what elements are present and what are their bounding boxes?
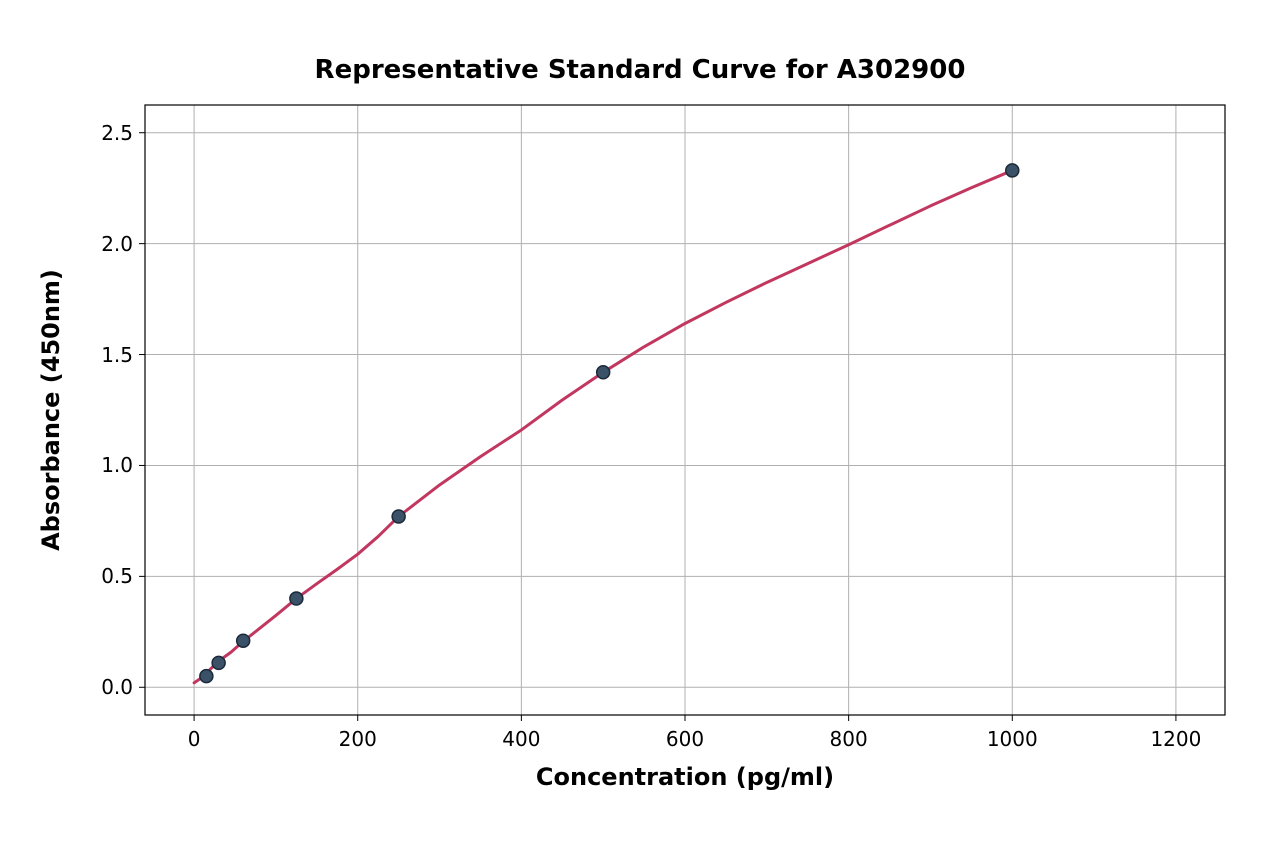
figure: Representative Standard Curve for A30290…	[0, 0, 1280, 845]
data-point	[237, 634, 250, 647]
y-axis-label: Absorbance (450nm)	[37, 105, 65, 715]
data-point	[200, 670, 213, 683]
data-point	[1006, 164, 1019, 177]
ytick-label: 1.5	[73, 343, 133, 367]
chart-title: Representative Standard Curve for A30290…	[0, 55, 1280, 85]
ytick-label: 2.0	[73, 232, 133, 256]
xtick-label: 1200	[1150, 727, 1201, 751]
data-point	[290, 592, 303, 605]
xtick-label: 800	[830, 727, 868, 751]
xtick-label: 1000	[987, 727, 1038, 751]
xtick-label: 200	[339, 727, 377, 751]
ytick-label: 2.5	[73, 121, 133, 145]
ytick-label: 0.5	[73, 564, 133, 588]
x-axis-label: Concentration (pg/ml)	[145, 763, 1225, 791]
data-point	[392, 510, 405, 523]
data-point	[212, 656, 225, 669]
plot-area	[145, 105, 1225, 715]
xtick-label: 0	[188, 727, 201, 751]
xtick-label: 400	[502, 727, 540, 751]
xtick-label: 600	[666, 727, 704, 751]
ytick-label: 1.0	[73, 453, 133, 477]
ytick-label: 0.0	[73, 675, 133, 699]
data-point	[597, 366, 610, 379]
